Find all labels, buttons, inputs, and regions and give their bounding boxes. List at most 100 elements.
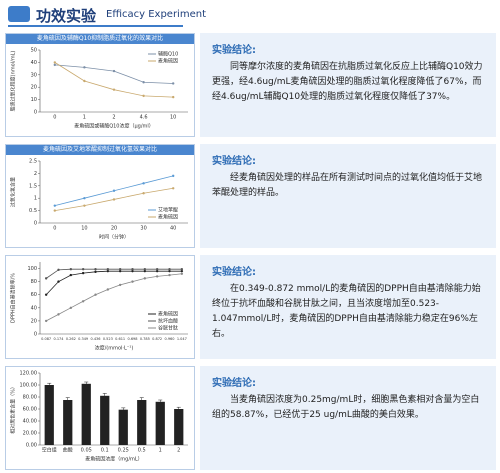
x-tick-label: 20 [111,226,117,232]
chart: 0 20 40 60 80 100 0.087 0.174 0.262 0.349 0.436 0.5… [10,262,188,352]
point [143,268,147,271]
section: 0 20 40 60 80 100 0.087 0.174 0.262 0.349 0.436 0.5… [0,255,500,360]
y-tick-label: 0.5 [29,208,37,214]
point [172,187,175,190]
point [131,269,134,273]
point [94,268,97,271]
point [69,273,73,277]
bar [44,385,54,445]
conclusion-box: 实验结论: 经麦角硫因处理的样品在所有测试时间点的过氧化值均低于艾地苯醌处理的样品… [200,144,496,248]
y-tick-label: 1.5 [29,183,37,189]
point [155,268,159,271]
bar [137,400,147,445]
x-tick-label: 0.436 [90,337,100,341]
series-line [45,273,182,322]
point [118,283,122,287]
x-tick-label: 空白组 [42,447,57,454]
error-bar [176,406,181,411]
point [69,306,73,310]
bar [174,409,184,445]
point [57,268,60,272]
point [131,280,134,283]
bar [81,383,91,445]
point [106,268,110,271]
point [172,95,175,99]
header-title: 功效实验 [36,7,97,25]
point [57,313,60,316]
x-tick-label: 0 [53,115,56,121]
legend-label: 谷胱甘肽 [158,325,178,332]
chart: 0 0.5 1 1.5 2 2.5 0 10 20 30 40 时间（分钟） 过氧化氢含量艾地苯醌麦角硫… [10,159,188,241]
point [94,293,97,296]
point [155,275,159,278]
point [112,198,116,201]
x-tick-label: 4.6 [140,115,148,121]
point [44,277,48,280]
chart-title: 麦角硫因及辅酶Q10抑制脂质过氧化的效果对比 [6,34,194,44]
y-tick-label: 50 [31,48,37,54]
point [44,293,48,296]
bar [118,409,128,445]
conclusion-box: 实验结论: 当麦角硫因浓度为0.25mg/mL时，细胞黑色素相对含量为空白组的58… [200,366,496,470]
error-bar [65,397,70,403]
x-tick-label: 0.05 [81,448,92,454]
y-tick-label: 1 [34,196,37,202]
x-tick-label: 0 [53,226,56,232]
point [69,268,73,271]
y-tick-label: 20 [31,318,37,324]
y-tick-label: 0 [34,110,37,116]
error-bar [102,393,107,399]
x-tick-label: 1 [159,448,162,454]
x-tick-label: 0.349 [78,337,88,341]
point [53,63,56,67]
point [155,269,159,273]
bar [155,401,165,445]
conclusion-text: 当麦角硫因浓度为0.25mg/mL时，细胞黑色素相对含量为空白组的58.87%，… [212,395,480,420]
point [118,269,122,273]
point [131,268,134,271]
point [112,88,116,91]
x-axis-label: 时间（分钟） [99,234,129,241]
x-tick-label: 10 [81,226,87,232]
x-axis-label: 麦角硫因或辅酶Q10浓度（μg/ml） [74,123,154,130]
chart-panel: 0.00 20.00 40.00 60.00 80.00 100.00 120.00 空白组曲… [5,366,195,470]
y-tick-label: 10 [31,97,37,103]
header: 功效实验 Efficacy Experiment [0,0,500,30]
legend-label: 麦角硫因 [158,311,178,318]
point [83,79,86,83]
point [143,269,147,273]
conclusion-heading: 实验结论: [212,267,256,278]
point [112,189,116,192]
y-tick-label: 20.00 [23,431,37,437]
conclusion-text: 同等摩尔浓度的麦角硫因在抗脂质过氧化反应上比辅酶Q10效力更强，经4.6ug/m… [212,62,483,102]
x-tick-label: 曲酸 [63,447,73,454]
x-tick-label: 0.698 [127,337,137,341]
y-tick-label: 20 [31,85,37,91]
chart-panel: 麦角硫因及辅酶Q10抑制脂质过氧化的效果对比 0 10 20 30 40 50 0 1 2 4.6 1… [5,33,195,137]
error-bar [139,397,144,403]
y-tick-label: 100 [27,266,37,272]
y-tick-label: 0 [34,332,37,338]
conclusion-text: 经麦角硫因处理的样品在所有测试时间点的过氧化值均低于艾地苯醌处理的样品。 [212,173,483,198]
point [118,268,122,271]
x-tick-label: 40 [170,226,176,232]
point [81,271,85,275]
header-rule [8,25,183,27]
series-line [45,270,182,296]
point [142,81,145,84]
point [168,273,171,277]
point [172,82,175,85]
y-tick-label: 120.00 [20,371,38,377]
section: 0.00 20.00 40.00 60.00 80.00 100.00 120.00 空白组曲… [0,366,500,471]
legend-label: 艾地苯醌 [158,207,178,214]
y-tick-label: 0.00 [26,443,37,449]
error-bar [84,381,89,386]
chart: 0.00 20.00 40.00 60.00 80.00 100.00 120.00 空白组曲… [10,371,188,463]
y-tick-label: 100.00 [20,383,38,389]
header-subtitle: Efficacy Experiment [106,9,206,20]
y-tick-label: 0 [34,221,37,227]
point [83,66,86,69]
x-tick-label: 30 [140,226,146,232]
chart-panel: 麦角硫因及艾地苯醌抑制过氧化氢效果对比 0 0.5 1 1.5 2 2.5 0 10 20 30 40… [5,144,195,248]
y-tick-label: 2.5 [29,159,37,165]
